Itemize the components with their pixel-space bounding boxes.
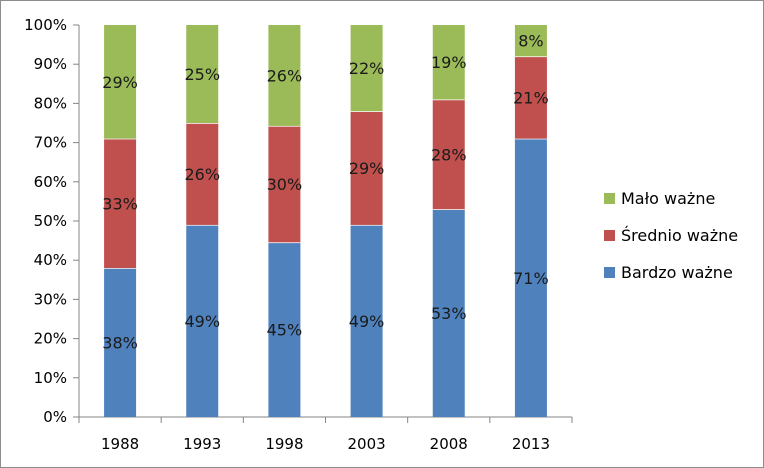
y-tick-label: 40% (34, 251, 67, 269)
data-label: 71% (513, 269, 549, 288)
x-tick-label: 1993 (183, 435, 221, 453)
legend-swatch (604, 193, 615, 204)
legend-label: Bardzo ważne (621, 263, 733, 282)
bars (104, 25, 547, 417)
y-tick-label: 10% (34, 369, 67, 387)
bar-segment (350, 224, 383, 417)
y-tick-label: 80% (34, 94, 67, 112)
y-tick-label: 50% (34, 212, 67, 230)
data-label: 28% (431, 145, 467, 164)
y-tick-label: 60% (34, 173, 67, 191)
data-label: 22% (349, 59, 385, 78)
y-tick-label: 20% (34, 330, 67, 348)
data-label: 30% (267, 175, 303, 194)
data-label: 49% (184, 312, 220, 331)
data-label: 49% (349, 312, 385, 331)
bar-segment (514, 138, 547, 417)
bar-segment (268, 242, 301, 417)
bar-segment (104, 138, 137, 269)
bar-segment (104, 25, 137, 139)
data-label: 38% (102, 334, 138, 353)
y-tick-label: 100% (24, 16, 67, 34)
legend-label: Średnio ważne (621, 226, 738, 245)
bar-segment (514, 56, 547, 139)
x-tick-label: 1998 (265, 435, 303, 453)
data-labels: 38% 33% 29% 49% 26% 25% 45% 30% 26% 49% 29% 22% 53% 2… (102, 32, 548, 353)
x-tick-label: 2013 (512, 435, 550, 453)
data-label: 33% (102, 194, 138, 213)
data-label: 8% (518, 32, 543, 51)
bar-segment (186, 25, 219, 123)
y-tick-label: 70% (34, 134, 67, 152)
legend-label: Mało ważne (621, 189, 715, 208)
data-label: 26% (267, 66, 303, 85)
legend: Mało ważne Średnio ważne Bardzo ważne (604, 189, 738, 282)
data-label: 29% (102, 73, 138, 92)
data-label: 45% (267, 321, 303, 340)
bar-segment (186, 224, 219, 417)
data-label: 29% (349, 159, 385, 178)
legend-swatch (604, 230, 615, 241)
bar-segment (432, 25, 465, 100)
bar-segment (514, 25, 547, 57)
data-label: 53% (431, 304, 467, 323)
bar-segment (268, 25, 301, 126)
y-tick-label: 90% (34, 55, 67, 73)
bar-segment (186, 123, 219, 225)
x-tick-label: 2008 (430, 435, 468, 453)
x-ticks: 1988 1993 1998 2003 2008 2013 (78, 417, 573, 453)
y-ticks: 0% 10% 20% 30% 40% 50% 60% 70% 80% 90% 100% (24, 16, 79, 426)
data-label: 26% (184, 165, 220, 184)
bar-segment (268, 125, 301, 243)
legend-swatch (604, 267, 615, 278)
bar-segment (432, 209, 465, 417)
data-label: 25% (184, 65, 220, 84)
y-tick-label: 0% (43, 408, 67, 426)
bar-segment (350, 111, 383, 225)
data-label: 19% (431, 53, 467, 72)
bar-segment (104, 268, 137, 417)
x-tick-label: 1988 (101, 435, 139, 453)
bar-segment (350, 25, 383, 112)
x-tick-label: 2003 (347, 435, 385, 453)
data-label: 21% (513, 89, 549, 108)
y-tick-label: 30% (34, 290, 67, 308)
bar-segment (432, 99, 465, 210)
